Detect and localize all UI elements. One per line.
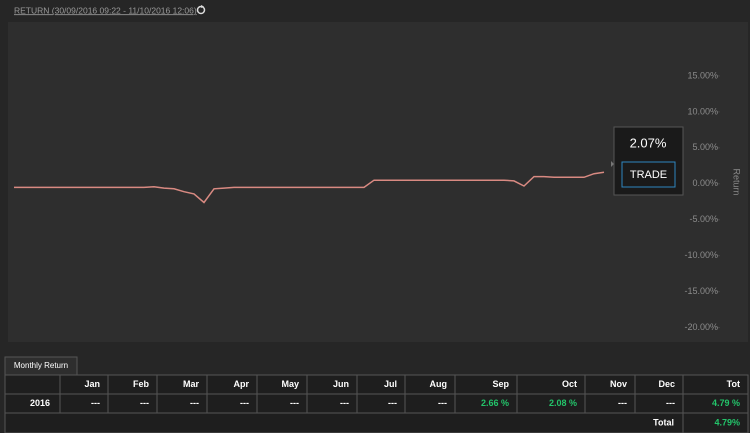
table-cell-text: --- <box>666 398 675 408</box>
column-header: Oct <box>562 379 577 389</box>
column-header: Tot <box>727 379 740 389</box>
table-cell-text: --- <box>91 398 100 408</box>
table-cell <box>682 412 749 433</box>
table-cell-text: --- <box>388 398 397 408</box>
table-cell-text: --- <box>140 398 149 408</box>
table-cell-text: --- <box>618 398 627 408</box>
column-header: Mar <box>183 379 200 389</box>
header-title[interactable]: RETURN (30/09/2016 09:22 - 11/10/2016 12… <box>14 5 197 15</box>
total-label: Total <box>653 417 674 427</box>
y-tick-label: 10.00% <box>687 106 718 116</box>
y-tick-label: -15.00% <box>684 286 718 296</box>
table-cell-text: 2.66 % <box>481 398 509 408</box>
row-header: 2016 <box>30 398 50 408</box>
table-cell-text: --- <box>240 398 249 408</box>
table-cell-text: 4.79 % <box>712 398 740 408</box>
column-header: Feb <box>133 379 150 389</box>
column-header: Jan <box>84 379 100 389</box>
tooltip: 2.07% TRADE <box>611 126 684 196</box>
table-cell-text: --- <box>290 398 299 408</box>
table-cell-text: --- <box>190 398 199 408</box>
refresh-icon[interactable] <box>196 5 206 15</box>
y-tick-label: -5.00% <box>689 214 718 224</box>
column-header: Jun <box>333 379 349 389</box>
y-tick-label: 15.00% <box>687 70 718 80</box>
table-body <box>4 374 749 433</box>
y-tick-label: 5.00% <box>692 142 718 152</box>
y-tick-label: 0.00% <box>692 178 718 188</box>
y-tick-label: -10.00% <box>684 250 718 260</box>
table-cell-text: --- <box>438 398 447 408</box>
total-value: 4.79% <box>714 417 740 427</box>
column-header: Sep <box>492 379 509 389</box>
table-cell-text: --- <box>340 398 349 408</box>
column-header: Apr <box>234 379 250 389</box>
tab-label[interactable]: Monthly Return <box>14 361 68 370</box>
column-header: Dec <box>658 379 675 389</box>
column-header: Aug <box>430 379 448 389</box>
y-axis-label: Return <box>732 168 742 195</box>
column-header: Jul <box>384 379 397 389</box>
column-header: May <box>281 379 299 389</box>
trade-button[interactable] <box>621 161 676 188</box>
table-cell-text: 2.08 % <box>549 398 577 408</box>
trade-button-label[interactable]: TRADE <box>630 169 667 181</box>
tooltip-value: 2.07% <box>630 135 667 150</box>
y-tick-label: -20.00% <box>684 322 718 332</box>
return-line <box>14 171 605 204</box>
column-header: Nov <box>610 379 627 389</box>
